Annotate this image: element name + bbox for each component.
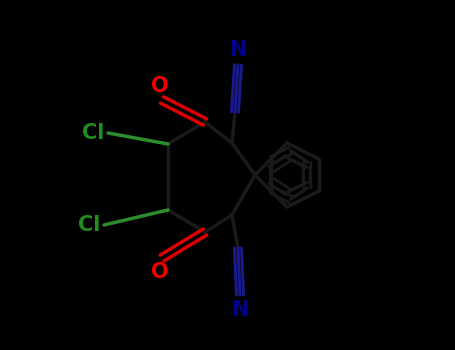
Text: N: N xyxy=(231,300,249,320)
Text: O: O xyxy=(151,262,169,282)
Text: O: O xyxy=(151,76,169,96)
Text: Cl: Cl xyxy=(81,123,104,143)
Text: Cl: Cl xyxy=(78,215,100,235)
Text: N: N xyxy=(229,40,247,60)
